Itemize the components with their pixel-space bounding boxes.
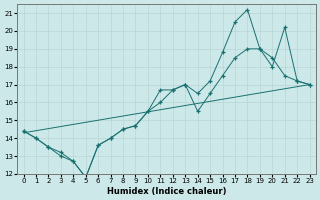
X-axis label: Humidex (Indice chaleur): Humidex (Indice chaleur) [107, 187, 226, 196]
